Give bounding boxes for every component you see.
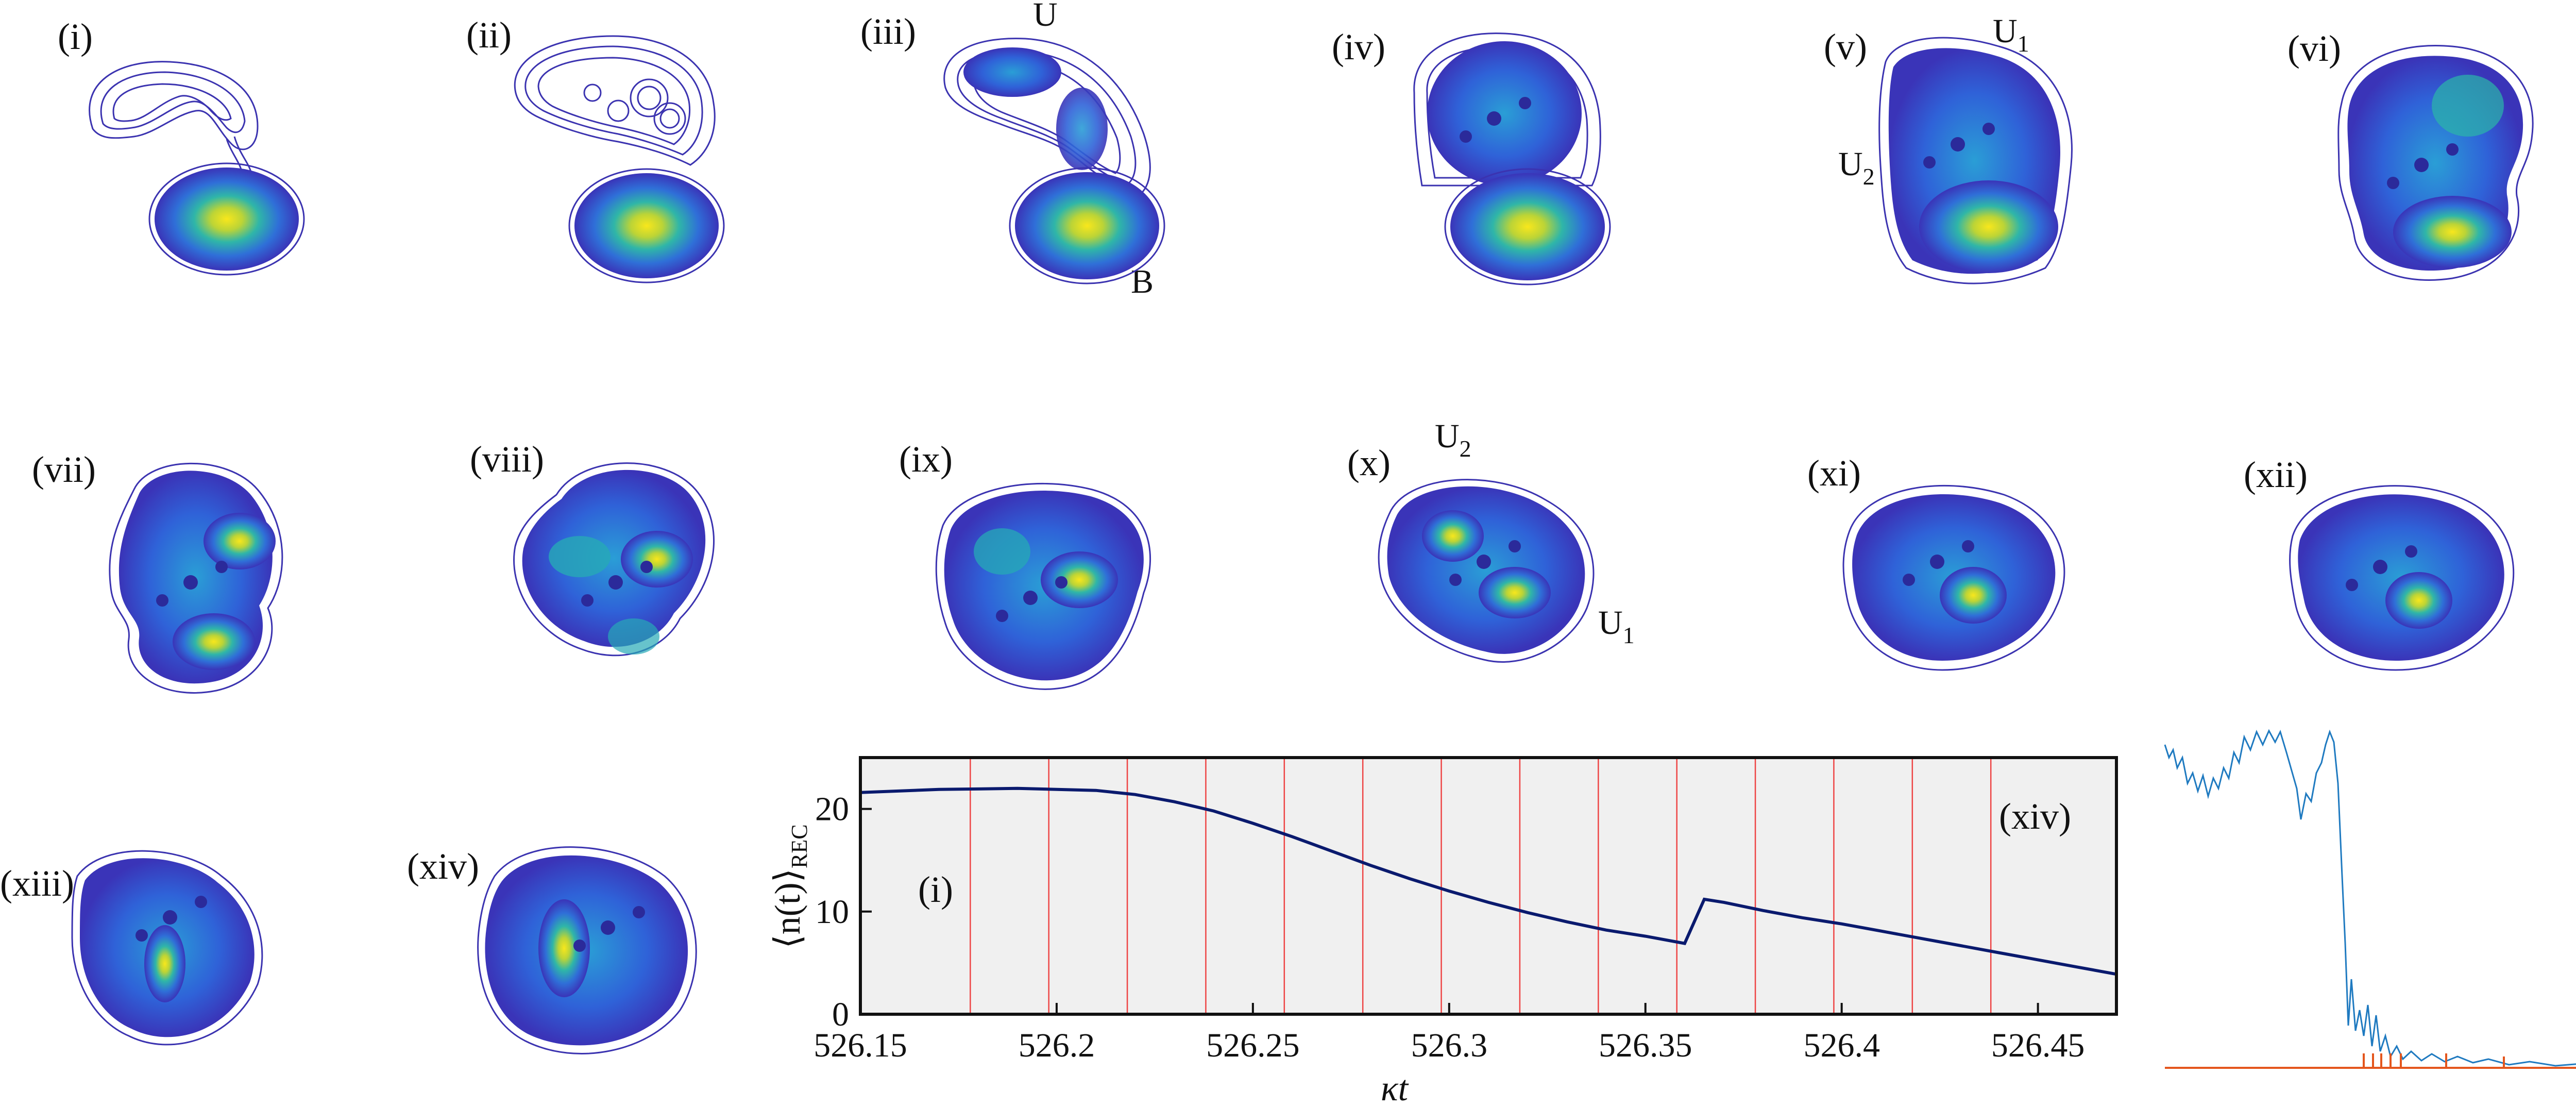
panel-4: (iv) xyxy=(1332,26,1611,286)
event-lines xyxy=(970,758,1992,1014)
panel-12: (xii) xyxy=(2244,454,2515,671)
panel-label-9: (ix) xyxy=(899,439,953,480)
annotation-u1-v: U1 xyxy=(1993,12,2029,57)
panel-label-5: (v) xyxy=(1824,26,1867,68)
x-tick-label: 526.15 xyxy=(814,1027,907,1064)
plot-frame xyxy=(859,756,2118,1016)
annotation-u2-v: U2 xyxy=(1838,145,1875,190)
quantum-state-blob-14 xyxy=(477,846,697,1054)
quantum-state-blob-2 xyxy=(568,168,725,283)
panel-8: (viii) xyxy=(470,439,715,657)
contour-lines-2 xyxy=(514,35,716,166)
quantum-state-blob-1 xyxy=(148,162,305,276)
quantum-state-blob-8 xyxy=(513,462,715,657)
x-tick-label: 526.25 xyxy=(1206,1027,1300,1064)
contour-lines-1 xyxy=(89,61,259,176)
quantum-state-blob-9 xyxy=(935,482,1151,690)
panel-label-13: (xiii) xyxy=(0,863,74,904)
panel-3: (iii) U B xyxy=(860,0,1165,300)
chart-label-i: (i) xyxy=(918,869,953,910)
y-ticks: 0 10 20 xyxy=(815,791,872,1033)
photon-number-chart: 526.15 526.2 526.25 526.3 526.35 526.4 526.45 … xyxy=(768,756,2118,1107)
quantum-state-blob-7 xyxy=(109,462,283,694)
panel-5: (v) U1 U2 xyxy=(1824,12,2073,284)
panel-label-12: (xii) xyxy=(2244,454,2308,495)
chart-label-xiv: (xiv) xyxy=(1999,796,2071,837)
panel-label-14: (xiv) xyxy=(407,846,479,887)
x-tick-label: 526.4 xyxy=(1803,1027,1880,1064)
annotation-u2-x: U2 xyxy=(1435,417,1471,462)
panel-label-3: (iii) xyxy=(860,11,916,52)
x-ticks: 526.15 526.2 526.25 526.3 526.35 526.4 526.45 xyxy=(814,1003,2084,1064)
x-tick-label: 526.3 xyxy=(1411,1027,1488,1064)
annotation-u-iii: U xyxy=(1033,0,1058,33)
panel-label-11: (xi) xyxy=(1807,452,1861,494)
panel-14: (xiv) xyxy=(407,846,697,1054)
quantum-state-blob-11 xyxy=(1842,484,2065,671)
panel-11: (xi) xyxy=(1807,452,2065,671)
y-tick-label: 10 xyxy=(815,893,849,931)
quantum-state-blob-12 xyxy=(2289,485,2515,671)
jump-markers xyxy=(2363,1053,2505,1068)
x-tick-label: 526.2 xyxy=(1019,1027,1095,1064)
quantum-state-blob-4 xyxy=(1427,41,1611,286)
panel-label-7: (vii) xyxy=(32,449,96,490)
quantum-state-blob-5 xyxy=(1888,48,2060,274)
x-axis-label: κt xyxy=(1381,1069,1409,1107)
panel-9: (ix) xyxy=(899,439,1151,690)
y-tick-label: 20 xyxy=(815,791,849,828)
quantum-state-blob-6 xyxy=(2337,45,2534,281)
annotation-b-iii: B xyxy=(1131,263,1154,300)
quantum-state-blob-3 xyxy=(963,47,1165,284)
quantum-state-blob-13 xyxy=(71,850,263,1046)
panel-7: (vii) xyxy=(32,449,283,694)
contour-lines-4 xyxy=(1413,32,1601,187)
contour-lines-5 xyxy=(1878,37,2073,284)
x-tick-label: 526.45 xyxy=(1991,1027,2085,1064)
panel-6: (vi) xyxy=(2287,28,2534,281)
panel-13: (xiii) xyxy=(0,850,263,1046)
x-tick-label: 526.35 xyxy=(1599,1027,1692,1064)
annotation-u1-x: U1 xyxy=(1598,604,1635,648)
panel-2: (ii) xyxy=(466,14,725,283)
panel-label-4: (iv) xyxy=(1332,26,1385,68)
panel-label-8: (viii) xyxy=(470,439,544,480)
panel-10: (x) U2 U1 xyxy=(1347,417,1635,663)
panel-label-10: (x) xyxy=(1347,442,1391,483)
panel-label-6: (vi) xyxy=(2287,28,2341,69)
measurement-record-trace xyxy=(2164,729,2576,1067)
photon-number-curve xyxy=(860,786,2117,976)
panel-label-1: (i) xyxy=(58,16,93,57)
panel-1: (i) xyxy=(58,16,305,276)
y-axis-label: ⟨n(t)⟩REC xyxy=(768,824,812,948)
plot-area xyxy=(860,758,2116,1014)
quantum-state-blob-10 xyxy=(1378,479,1595,663)
panel-label-2: (ii) xyxy=(466,14,512,56)
record-trace-inset xyxy=(2164,729,2576,1069)
y-tick-label: 0 xyxy=(832,996,849,1033)
